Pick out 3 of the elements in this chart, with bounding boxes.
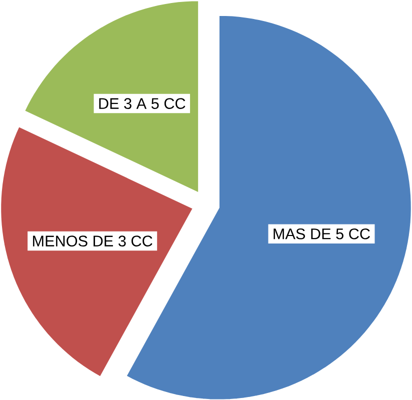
slice-label: DE 3 A 5 CC [99,98,186,109]
slice-label: MAS DE 5 CC [274,228,370,240]
slice-label: MENOS DE 3 CC [33,235,152,246]
